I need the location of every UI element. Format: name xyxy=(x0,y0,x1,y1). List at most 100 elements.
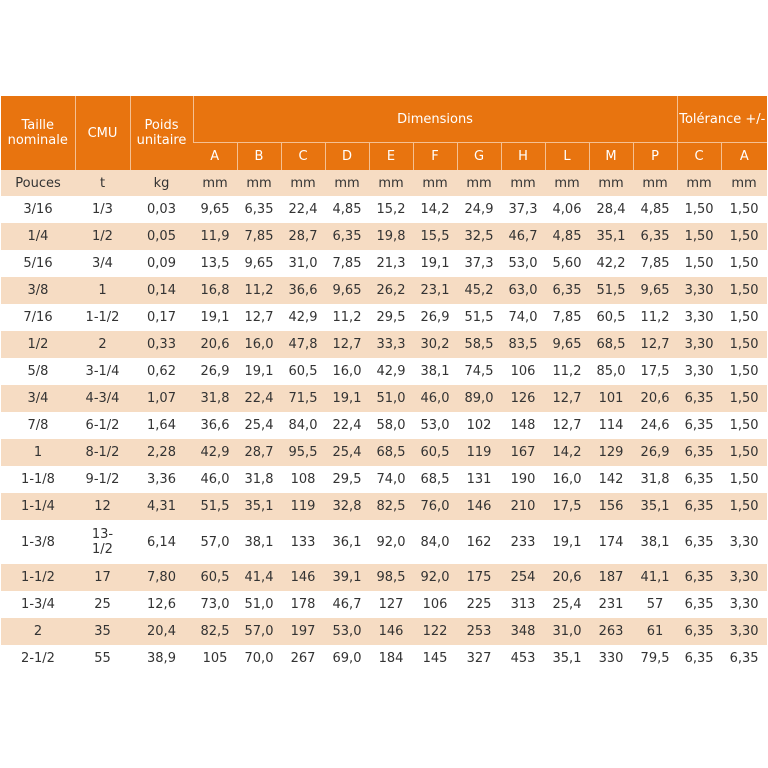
table-row: 5/16 3/4 0,09 13,5 9,65 31,0 7,85 21,3 19,1 37,3 5… xyxy=(1,250,767,277)
table-cell: 3,30 xyxy=(677,277,722,304)
table-cell: 28,7 xyxy=(237,439,281,466)
header-dim-f: F xyxy=(412,142,457,170)
header-dim-m: M xyxy=(588,142,633,170)
table-cell: 156 xyxy=(589,493,633,520)
table-cell: 1/3 xyxy=(92,202,113,217)
table-cell: 98,5 xyxy=(369,564,413,591)
table-cell: 2 xyxy=(75,331,130,358)
table-cell: 45,2 xyxy=(457,277,501,304)
table-cell: 74,0 xyxy=(508,310,538,325)
unit-cell: t xyxy=(75,170,130,196)
table-cell: 29,5 xyxy=(376,310,406,325)
table-cell: 1,50 xyxy=(721,385,768,412)
table-cell: 142 xyxy=(598,472,624,487)
table-cell: 74,0 xyxy=(376,472,406,487)
table-cell: 453 xyxy=(510,651,536,666)
table-cell: 24,6 xyxy=(640,418,670,433)
table-row: 1/2 2 0,33 20,6 16,0 47,8 12,7 33,3 30,2 58,5 83,5… xyxy=(1,331,768,358)
table-cell: 4-3/4 xyxy=(75,385,130,412)
table-cell: 14,2 xyxy=(420,202,450,217)
table-cell: 28,7 xyxy=(281,223,325,250)
table-cell: 12,7 xyxy=(325,331,369,358)
table-row: 3/4 4-3/4 1,07 31,8 22,4 71,5 19,1 51,0 46,0 89,0… xyxy=(1,385,768,412)
table-cell: 35,1 xyxy=(589,223,633,250)
table-cell: 3,30 xyxy=(721,564,768,591)
header-dim-p: P xyxy=(632,142,678,170)
table-cell: 233 xyxy=(510,534,536,550)
table-cell: 14,2 xyxy=(545,439,589,466)
table-cell: 0,33 xyxy=(130,331,193,358)
table-row: 3/8 1 0,14 16,8 11,2 36,6 9,65 26,2 23,1 45,2 63,0… xyxy=(1,277,768,304)
table-cell: 330 xyxy=(598,651,624,666)
table-cell: 145 xyxy=(422,651,448,666)
table-row: 2 35 20,4 82,5 57,0 197 53,0 146 122 253 348 31,0 26… xyxy=(1,618,768,645)
table-row: 1/4 1/2 0,05 11,9 7,85 28,7 6,35 19,8 15,5 32,5 46… xyxy=(1,223,768,250)
table-cell: 71,5 xyxy=(281,385,325,412)
table-cell: 17,5 xyxy=(640,364,670,379)
table-cell: 4,85 xyxy=(640,202,670,217)
header-dim-d: D xyxy=(324,142,369,170)
table-cell: 38,1 xyxy=(244,534,274,550)
table-cell: 1-1/2 xyxy=(1,564,75,591)
table-cell: 42,9 xyxy=(288,310,318,325)
table-cell: 19,1 xyxy=(244,364,274,379)
table-cell: 1-1/2 xyxy=(85,310,120,325)
table-cell: 70,0 xyxy=(244,651,274,666)
table-cell: 6,35 xyxy=(684,472,714,487)
table-cell: 38,1 xyxy=(420,364,450,379)
table-cell: 6,35 xyxy=(677,564,722,591)
table-cell: 41,4 xyxy=(237,564,281,591)
table-cell: 53,0 xyxy=(420,418,450,433)
table-cell: 20,6 xyxy=(545,564,589,591)
table-cell: 26,9 xyxy=(420,310,450,325)
header-dim-e: E xyxy=(368,142,413,170)
table-cell: 31,0 xyxy=(288,256,318,271)
table-cell: 133 xyxy=(290,534,316,550)
table-cell: 19,1 xyxy=(552,534,582,550)
table-cell: 106 xyxy=(510,364,536,379)
table-cell: 167 xyxy=(501,439,545,466)
table-cell: 0,03 xyxy=(147,202,176,217)
table-cell: 26,2 xyxy=(369,277,413,304)
table-cell: 1,50 xyxy=(721,493,768,520)
table-cell: 3,30 xyxy=(729,534,759,550)
table-cell: 37,3 xyxy=(508,202,538,217)
table-cell: 210 xyxy=(501,493,545,520)
table-cell: 35,1 xyxy=(237,493,281,520)
table-cell: 20,4 xyxy=(130,618,193,645)
table-cell: 9,65 xyxy=(200,202,230,217)
header-tolerance: Tolérance +/- xyxy=(676,96,768,143)
table-cell: 53,0 xyxy=(325,618,369,645)
table-cell: 57 xyxy=(646,597,664,612)
table-cell: 15,5 xyxy=(413,223,457,250)
table-cell: 31,8 xyxy=(193,385,237,412)
table-cell: 1,50 xyxy=(677,223,722,250)
table-cell: 175 xyxy=(457,564,501,591)
table-cell: 3,30 xyxy=(721,618,768,645)
table-cell: 1,50 xyxy=(729,202,759,217)
table-cell: 21,3 xyxy=(376,256,406,271)
table-cell: 84,0 xyxy=(420,534,450,550)
table-cell: 17,5 xyxy=(545,493,589,520)
table-cell: 36,1 xyxy=(332,534,362,550)
table-cell: 313 xyxy=(510,597,536,612)
table-cell: 1,50 xyxy=(729,310,759,325)
unit-cell: mm xyxy=(457,170,501,196)
table-cell: 6,35 xyxy=(677,618,722,645)
header-poids-unitaire: Poids unitaire xyxy=(129,96,193,170)
header-dim-a: A xyxy=(193,142,237,170)
header-tol-a: A xyxy=(720,142,768,170)
table-cell: 12,7 xyxy=(552,418,582,433)
unit-cell: mm xyxy=(501,170,545,196)
table-cell: 3,36 xyxy=(147,472,176,487)
table-cell: 6,35 xyxy=(677,493,722,520)
table-cell: 7,85 xyxy=(237,223,281,250)
table-cell: 6,14 xyxy=(147,534,176,550)
table-cell: 106 xyxy=(422,597,448,612)
table-cell: 84,0 xyxy=(288,418,318,433)
table-cell: 13,5 xyxy=(200,256,230,271)
table-cell: 60,5 xyxy=(288,364,318,379)
table-cell: 60,5 xyxy=(413,439,457,466)
table-cell: 33,3 xyxy=(369,331,413,358)
table-cell: 61 xyxy=(633,618,678,645)
